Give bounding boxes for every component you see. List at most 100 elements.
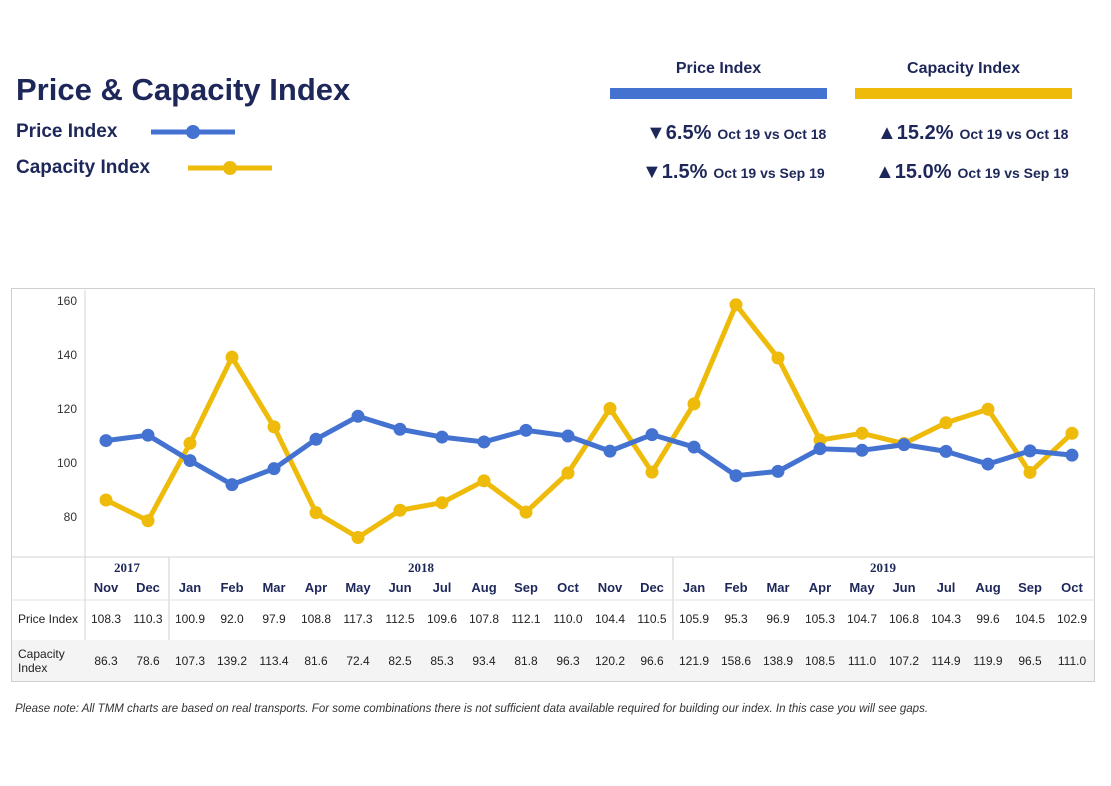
page-title: Price & Capacity Index [16, 72, 351, 107]
kpi-price-pct-1: 6.5% [665, 122, 712, 144]
table-cell-price: 92.0 [220, 612, 244, 626]
table-row-shade [12, 640, 1094, 681]
data-point-capacity-index [981, 402, 995, 416]
up-arrow-icon: ▲ [875, 161, 895, 183]
y-tick-label: 120 [57, 402, 77, 416]
table-cell-capacity: 72.4 [346, 654, 370, 668]
table-cell-price: 110.0 [553, 612, 582, 626]
kpi-capacity-row-2: ▲15.0% Oct 19 vs Sep 19 [875, 161, 1069, 184]
table-cell-price: 108.8 [301, 612, 331, 626]
data-point-price-index [603, 444, 617, 458]
table-cell-capacity: 107.3 [175, 654, 205, 668]
table-cell-capacity: 108.5 [805, 654, 835, 668]
kpi-capacity-heading: Capacity Index [907, 60, 1020, 77]
x-tick-label: Feb [220, 580, 243, 595]
kpi-capacity-pct-2: 15.0% [894, 161, 952, 183]
table-cell-price: 112.5 [385, 612, 414, 626]
kpi-price-bar [610, 88, 827, 99]
data-point-price-index [939, 444, 953, 458]
table-cell-capacity: 113.4 [259, 654, 288, 668]
table-cell-price: 95.3 [724, 612, 748, 626]
year-label: 2018 [408, 560, 435, 575]
data-point-price-index [519, 423, 533, 437]
kpi-price-row-2: ▼1.5% Oct 19 vs Sep 19 [642, 161, 825, 184]
legend-capacity-index: Capacity Index [16, 157, 272, 179]
data-point-capacity-index [939, 416, 953, 430]
data-point-capacity-index [729, 298, 743, 312]
table-cell-price: 96.9 [766, 612, 790, 626]
table-cell-capacity: 96.3 [556, 654, 580, 668]
table-cell-price: 108.3 [91, 612, 121, 626]
data-point-capacity-index [519, 505, 533, 519]
data-point-price-index [141, 428, 155, 442]
data-point-price-index [1065, 448, 1079, 462]
kpi-capacity-cmp-1: Oct 19 vs Oct 18 [959, 126, 1069, 142]
data-point-capacity-index [1023, 465, 1037, 479]
series-line-price-index [103, 413, 1075, 488]
table-cell-capacity: 111.0 [848, 654, 877, 668]
table-cell-capacity: 121.9 [679, 654, 709, 668]
data-point-price-index [561, 429, 575, 443]
data-point-capacity-index [141, 514, 155, 528]
footnote: Please note: All TMM charts are based on… [15, 703, 929, 715]
table-cell-capacity: 139.2 [217, 654, 247, 668]
y-tick-label: 100 [57, 456, 77, 470]
x-tick-label: Jun [388, 580, 411, 595]
x-tick-label: Oct [1061, 580, 1083, 595]
table-cell-capacity: 107.2 [889, 654, 919, 668]
data-point-capacity-index [99, 493, 113, 507]
data-point-capacity-index [351, 531, 365, 545]
table-cell-capacity: 82.5 [388, 654, 412, 668]
x-tick-label: Apr [809, 580, 831, 595]
table-cell-price: 97.9 [262, 612, 286, 626]
kpi-price-cmp-1: Oct 19 vs Oct 18 [717, 126, 827, 142]
data-point-capacity-index [309, 506, 323, 520]
x-tick-label: Apr [305, 580, 327, 595]
table-cell-price: 106.8 [889, 612, 919, 626]
data-point-capacity-index [393, 503, 407, 517]
legend-capacity-swatch-icon [188, 161, 272, 175]
x-tick-label: Dec [136, 580, 160, 595]
data-point-price-index [435, 430, 449, 444]
table-cell-price: 99.6 [976, 612, 1000, 626]
table-cell-capacity: 119.9 [973, 654, 1002, 668]
data-point-price-index [99, 434, 113, 448]
table-cell-price: 104.5 [1015, 612, 1045, 626]
table-cell-price: 104.4 [595, 612, 625, 626]
kpi-capacity-cmp-2: Oct 19 vs Sep 19 [957, 165, 1069, 181]
data-point-price-index [813, 442, 827, 456]
legend-price-label: Price Index [16, 121, 118, 142]
table-cell-price: 110.3 [133, 612, 162, 626]
data-point-price-index [645, 428, 659, 442]
year-label: 2017 [114, 560, 141, 575]
data-point-capacity-index [645, 465, 659, 479]
x-tick-label: Aug [471, 580, 496, 595]
x-tick-label: May [345, 580, 371, 595]
kpi-price-heading: Price Index [675, 60, 762, 77]
table-cell-capacity: 86.3 [94, 654, 118, 668]
data-point-capacity-index [1065, 426, 1079, 440]
kpi-price-cmp-2: Oct 19 vs Sep 19 [713, 165, 825, 181]
x-tick-label: Aug [975, 580, 1000, 595]
table-row-label-capacity: Index [18, 661, 47, 675]
data-point-price-index [183, 454, 197, 468]
table-cell-price: 109.6 [427, 612, 457, 626]
table-cell-capacity: 120.2 [595, 654, 625, 668]
y-tick-label: 140 [57, 348, 77, 362]
data-point-price-index [729, 469, 743, 483]
kpi-capacity-bar [855, 88, 1072, 99]
x-tick-label: Jan [179, 580, 201, 595]
table-cell-price: 107.8 [469, 612, 499, 626]
kpi-capacity-row-1: ▲15.2% Oct 19 vs Oct 18 [877, 122, 1068, 145]
series-line-capacity-index [103, 302, 1075, 541]
data-point-price-index [393, 422, 407, 436]
kpi-price-pct-2: 1.5% [661, 161, 708, 183]
table-cell-capacity: 81.6 [304, 654, 328, 668]
x-tick-label: Mar [262, 580, 285, 595]
legend-price-swatch-icon [151, 125, 235, 139]
data-point-price-index [687, 440, 701, 454]
table-row-label-price: Price Index [18, 612, 78, 626]
data-point-price-index [1023, 444, 1037, 458]
legend-capacity-label: Capacity Index [16, 157, 151, 178]
data-point-capacity-index [771, 351, 785, 365]
